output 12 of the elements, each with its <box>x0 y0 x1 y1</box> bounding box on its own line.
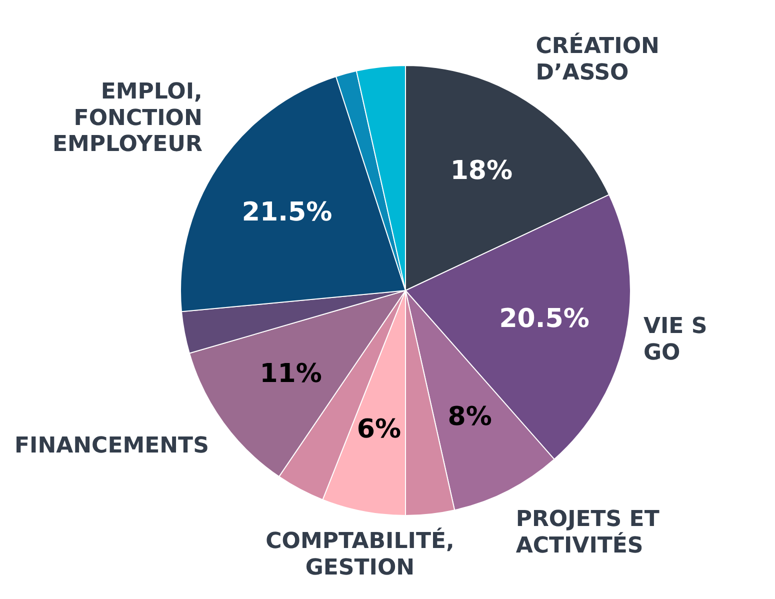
slice-label: EMPLOI, FONCTION EMPLOYEUR <box>52 80 202 158</box>
slice-label: COMPTABILITÉ, GESTION <box>266 527 454 580</box>
slice-label: PROJETS ET ACTIVITÉS <box>516 507 660 558</box>
data-label: 21.5% <box>242 198 332 228</box>
data-label: 11% <box>260 358 322 389</box>
slice-label: FINANCEMENTS <box>14 433 209 458</box>
data-label: 8% <box>448 402 492 432</box>
data-label: 6% <box>356 414 402 445</box>
slice-label: VIE S GO <box>643 314 708 366</box>
data-label: 20.5% <box>499 304 590 334</box>
data-label: 18% <box>450 156 513 186</box>
slice-label: CRÉATION D’ASSO <box>536 32 660 86</box>
